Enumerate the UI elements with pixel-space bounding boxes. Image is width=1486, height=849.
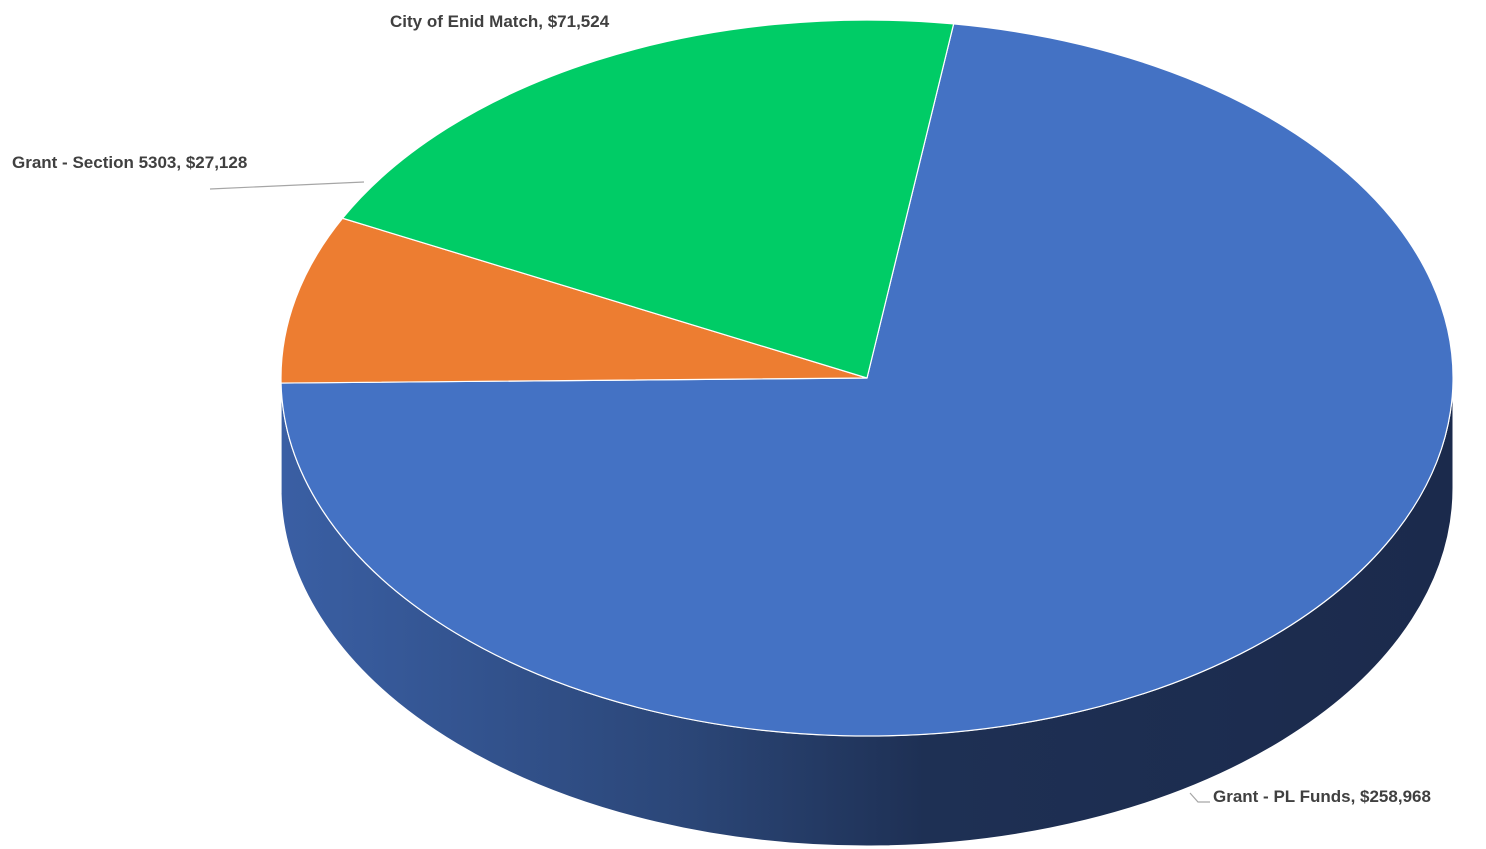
pie-slice-grant-section-5303 [280, 217, 868, 384]
leader-line-grant-section-5303 [209, 181, 365, 190]
data-label-grant-pl-funds: Grant - PL Funds, $258,968 [1213, 787, 1431, 806]
data-labels: Grant - PL Funds, $258,968 Grant - Sectio… [12, 12, 1431, 806]
pie-slice-grant-pl-funds [280, 23, 1454, 737]
data-label-city-of-enid-match: City of Enid Match, $71,524 [390, 12, 610, 31]
pie-top-faces [280, 19, 1454, 737]
pie-slice-city-of-enid-match [341, 19, 955, 379]
data-label-grant-section-5303: Grant - Section 5303, $27,128 [12, 153, 247, 172]
leader-line-grant-pl-funds [1189, 792, 1210, 803]
leader-lines [209, 181, 1210, 803]
